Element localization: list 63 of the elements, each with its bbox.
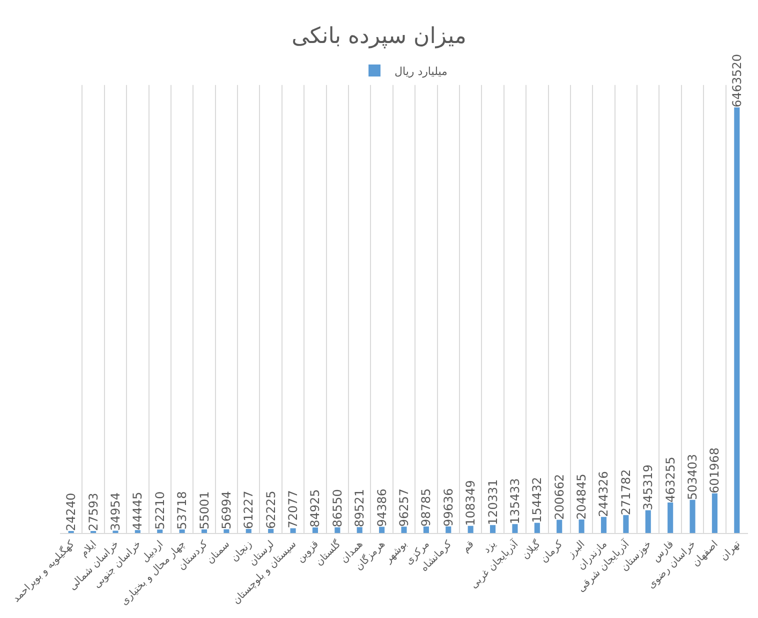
data-label: 52210 — [152, 491, 167, 530]
bar — [468, 526, 474, 533]
bar — [534, 522, 540, 533]
bar — [201, 529, 208, 533]
bar — [734, 107, 740, 533]
data-label: 463255 — [663, 456, 678, 502]
bar — [290, 528, 296, 533]
data-label: 6463520 — [730, 54, 744, 108]
bar — [134, 530, 140, 533]
bar — [423, 526, 429, 533]
data-label: 24240 — [64, 492, 78, 531]
data-label: 98785 — [419, 488, 434, 526]
bar — [623, 515, 629, 533]
bar — [668, 502, 674, 533]
data-label: 94386 — [374, 488, 389, 527]
bar — [712, 493, 718, 533]
data-label: 135433 — [508, 478, 522, 524]
bar — [645, 510, 651, 533]
data-label: 99636 — [441, 488, 456, 526]
data-label: 34954 — [108, 492, 122, 531]
data-label: 72077 — [286, 490, 300, 528]
data-label: 204845 — [574, 474, 589, 520]
x-tick-label: تهران — [718, 538, 743, 563]
bar — [157, 530, 163, 533]
data-label: 96257 — [397, 488, 411, 527]
data-label: 244326 — [596, 471, 611, 517]
bar — [578, 520, 584, 533]
data-label: 55001 — [197, 491, 212, 530]
bar — [334, 527, 340, 533]
data-label: 108349 — [464, 480, 478, 526]
data-label: 271782 — [618, 469, 633, 516]
data-label: 56994 — [219, 491, 234, 530]
chart-title: میزان سپرده بانکی — [292, 24, 466, 50]
data-label: 44445 — [130, 492, 145, 530]
bar — [490, 525, 496, 533]
data-label: 345319 — [641, 464, 656, 510]
data-label: 84925 — [308, 489, 322, 528]
bar — [379, 526, 385, 533]
bar — [312, 527, 318, 533]
bar — [268, 528, 274, 533]
x-tick-label: قم — [460, 538, 476, 555]
bar — [246, 528, 252, 533]
bar — [556, 520, 562, 533]
bar — [224, 529, 230, 533]
bar — [356, 527, 362, 533]
data-label: 503403 — [686, 454, 700, 500]
data-label: 89521 — [352, 488, 367, 528]
bar — [401, 526, 407, 533]
bar — [690, 500, 696, 533]
data-label: 154432 — [530, 477, 544, 523]
data-label: 120331 — [486, 479, 500, 526]
data-label: 200662 — [552, 474, 566, 520]
bar — [600, 516, 607, 533]
data-label: 86550 — [330, 489, 344, 528]
data-label: 62225 — [264, 490, 278, 529]
bar — [512, 524, 518, 533]
legend-label: میلیارد ریال — [394, 64, 448, 78]
data-label: 601968 — [708, 448, 722, 494]
data-label: 53718 — [175, 491, 190, 530]
bar — [179, 529, 185, 533]
bar — [446, 526, 452, 533]
data-label: 61227 — [242, 490, 256, 529]
data-label: 27593 — [86, 492, 100, 531]
